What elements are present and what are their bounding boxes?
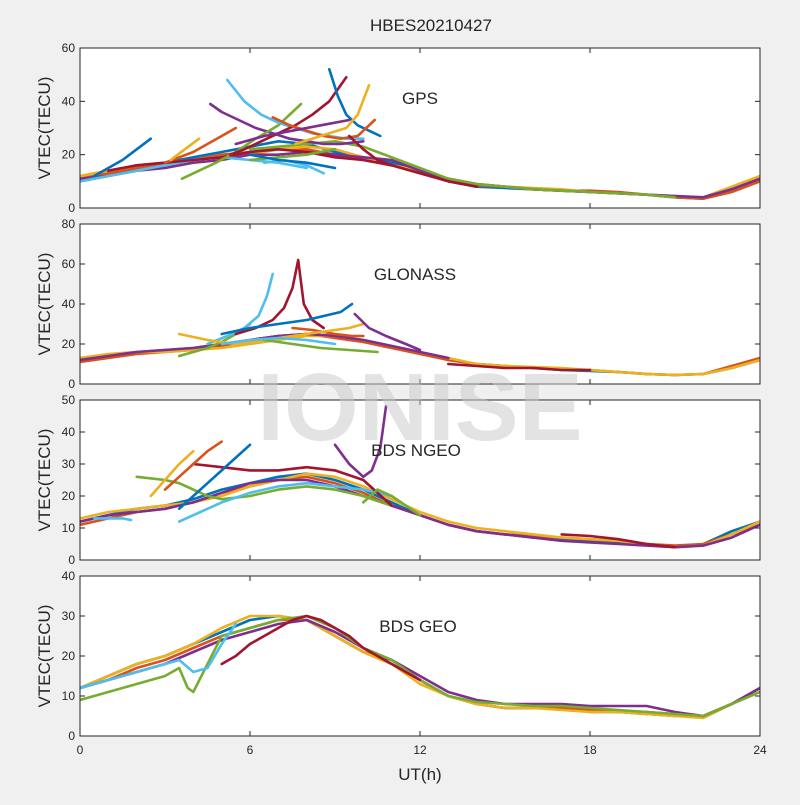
plot-area	[80, 48, 760, 208]
series-line	[220, 302, 354, 336]
series-line	[446, 362, 592, 372]
y-tick-label: 20	[62, 337, 76, 351]
series-line	[163, 440, 223, 491]
y-tick-label: 0	[68, 201, 75, 215]
series-line	[228, 76, 348, 156]
series-line	[92, 137, 153, 178]
series-line	[560, 533, 677, 549]
series-line	[347, 134, 394, 167]
y-tick-label: 10	[62, 521, 76, 535]
y-tick-label: 40	[62, 569, 76, 583]
series-line	[293, 84, 371, 146]
y-tick-label: 0	[68, 377, 75, 391]
x-tick-label: 0	[77, 743, 84, 757]
series-line	[92, 517, 133, 522]
panel-2: 0 10 20 30 40 50 VTEC(TECU) BDS NGEO	[35, 393, 761, 567]
series-line	[333, 405, 388, 479]
panel-title: GLONASS	[374, 265, 456, 284]
series-line	[80, 614, 760, 720]
series-line	[353, 312, 422, 352]
series-line	[248, 153, 337, 170]
series-line	[163, 126, 238, 164]
series-group	[80, 614, 760, 720]
y-tick-label: 40	[62, 297, 76, 311]
x-tick-label: 24	[753, 743, 767, 757]
series-line	[149, 449, 195, 498]
y-tick-label: 40	[62, 94, 76, 108]
series-line	[177, 481, 394, 523]
x-tick-label: 18	[583, 743, 597, 757]
series-line	[291, 326, 365, 338]
series-group	[80, 68, 760, 200]
series-line	[169, 137, 201, 162]
y-tick-label: 60	[62, 257, 76, 271]
panel-1: 0 20 40 60 80 VTEC(TECU) GLONASS	[35, 217, 761, 391]
series-group	[80, 405, 760, 549]
x-tick-label: 6	[247, 743, 254, 757]
plot-area	[80, 576, 760, 736]
y-tick-label: 20	[62, 489, 76, 503]
y-tick-label: 20	[62, 148, 76, 162]
y-axis-label: VTEC(TECU)	[35, 77, 54, 180]
y-axis-label: VTEC(TECU)	[35, 429, 54, 532]
y-tick-label: 0	[68, 553, 75, 567]
series-line	[262, 338, 379, 354]
y-tick-label: 80	[62, 217, 76, 231]
panel-title: BDS GEO	[379, 617, 456, 636]
y-tick-label: 50	[62, 393, 76, 407]
series-line	[80, 614, 760, 718]
series-line	[220, 614, 422, 682]
figure-title: HBES20210427	[370, 16, 492, 35]
watermark: IONISE	[257, 354, 582, 461]
series-line	[206, 272, 275, 346]
x-tick-label: 12	[413, 743, 427, 757]
y-tick-label: 60	[62, 41, 76, 55]
panel-title: GPS	[402, 89, 438, 108]
y-axis-label: VTEC(TECU)	[35, 605, 54, 708]
plot-area	[80, 224, 760, 384]
panel-0: 0 20 40 60 VTEC(TECU) GPS	[35, 41, 761, 215]
y-tick-label: 10	[62, 689, 76, 703]
y-tick-label: 0	[68, 729, 75, 743]
series-line	[220, 336, 337, 346]
y-tick-label: 30	[62, 609, 76, 623]
series-line	[80, 622, 238, 690]
panel-title: BDS NGEO	[371, 441, 461, 460]
series-line	[177, 443, 252, 511]
y-tick-label: 30	[62, 457, 76, 471]
x-axis-label: UT(h)	[398, 765, 441, 784]
series-line	[209, 102, 365, 146]
series-line	[234, 118, 351, 146]
series-line	[361, 488, 422, 517]
plot-area	[80, 400, 760, 560]
panel-3: 0 10 20 30 40 0 6 12 18 24 VTEC(TECU) BDS GEO	[35, 569, 767, 757]
series-line	[80, 618, 760, 718]
y-tick-label: 40	[62, 425, 76, 439]
y-tick-label: 20	[62, 649, 76, 663]
series-group	[80, 258, 760, 377]
y-axis-label: VTEC(TECU)	[35, 253, 54, 356]
